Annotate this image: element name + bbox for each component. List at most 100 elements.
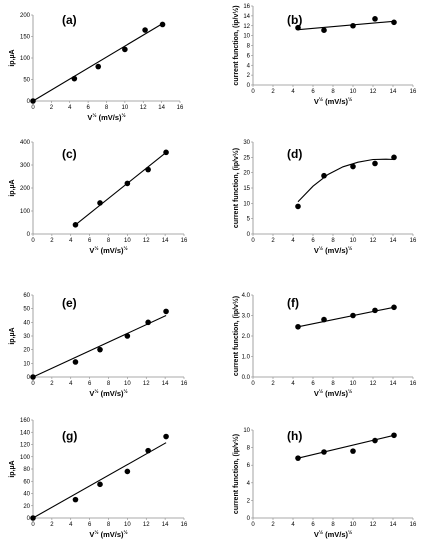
y-tick-label: 100 [20, 56, 31, 62]
x-axis-title: V½ (mV/s)½ [314, 529, 352, 539]
panel-e: 0 2 4 6 8 10 12 14 16 0 10 20 30 40 50 60 V½ (mV/s)½ ip,µ… [9, 293, 188, 398]
x-tick-label: 16 [410, 89, 417, 95]
data-point [372, 16, 378, 22]
x-tick-label: 0 [31, 105, 35, 111]
data-point [391, 19, 397, 26]
data-point [145, 447, 151, 454]
y-tick-label: 25 [243, 155, 250, 161]
x-tick-label: 8 [105, 105, 109, 111]
y-tick-label: 0 [247, 232, 251, 238]
y-tick-label: 4.0 [242, 293, 251, 299]
x-tick-label: 14 [162, 238, 169, 244]
data-point [391, 304, 397, 311]
trend-line [75, 151, 167, 226]
data-point [372, 160, 378, 167]
x-tick-label: 6 [88, 522, 92, 528]
panel-c: 0 2 4 6 8 10 12 14 16 0 100 200 300 400 V½ (mV/s)½ ip,µ… [9, 140, 188, 255]
x-tick-label: 2 [271, 522, 275, 528]
y-tick-label: 2.0 [242, 334, 251, 340]
x-tick-label: 6 [88, 238, 92, 244]
trend-line [32, 315, 167, 378]
y-axis-title: current function, (ip/v½) [232, 148, 240, 228]
data-point [295, 323, 301, 330]
x-tick-label: 10 [350, 89, 357, 95]
x-tick-label: 6 [311, 238, 315, 244]
x-tick-label: 12 [143, 522, 150, 528]
x-tick-label: 0 [251, 238, 255, 244]
y-tick-label: 6 [247, 463, 251, 469]
y-tick-label: 50 [23, 307, 30, 313]
trend-line [32, 23, 163, 102]
x-tick-label: 2 [50, 105, 54, 111]
data-point [124, 468, 131, 475]
x-tick-label: 16 [410, 238, 417, 244]
data-point [295, 455, 301, 461]
x-tick-label: 0 [31, 238, 35, 244]
data-point [30, 374, 36, 380]
x-tick-label: 16 [177, 105, 184, 111]
data-point [391, 432, 397, 439]
data-point [145, 166, 151, 173]
x-axis-title: V½ (mV/s)½ [87, 112, 125, 122]
x-tick-label: 14 [390, 381, 397, 387]
x-tick-label: 2 [271, 381, 275, 387]
panel-f: 0 2 4 6 8 10 12 14 16 0.0 1.0 2.0 3.0 4.0 V½ (mV/s)½ cu… [232, 293, 417, 398]
x-tick-label: 8 [331, 522, 335, 528]
data-point [124, 180, 131, 187]
y-axis-title: ip,µA [9, 179, 16, 196]
data-point [30, 515, 36, 521]
x-tick-label: 8 [331, 381, 335, 387]
data-point [321, 27, 327, 33]
panel-b: 0 2 4 6 8 10 12 14 16 0 2 4 6 8 10 12 14 16 V½ (mV/s)½ curr… [232, 4, 417, 106]
x-tick-label: 4 [291, 522, 295, 528]
y-tick-label: 60 [23, 479, 30, 485]
data-point [122, 46, 128, 53]
y-tick-label: 0 [247, 516, 251, 522]
data-point [97, 200, 103, 206]
x-tick-label: 14 [390, 238, 397, 244]
data-point [163, 308, 169, 315]
x-tick-label: 12 [370, 522, 377, 528]
y-axis-title: ip,µA [9, 49, 16, 66]
panel-label: (d) [287, 147, 302, 161]
data-point [97, 346, 103, 353]
y-tick-label: 100 [20, 209, 31, 215]
x-axis-title: V½ (mV/s)½ [314, 388, 352, 398]
data-point [321, 449, 327, 455]
y-tick-label: 200 [20, 13, 31, 19]
data-point [350, 312, 356, 319]
y-tick-label: 20 [23, 348, 30, 354]
x-tick-label: 2 [50, 522, 54, 528]
y-tick-label: 140 [20, 430, 31, 436]
data-point [163, 149, 169, 156]
y-axis-title: current function, (ip/v½) [232, 296, 240, 376]
x-tick-label: 14 [390, 522, 397, 528]
data-point [391, 154, 397, 161]
data-point [124, 333, 131, 339]
data-point [95, 63, 102, 70]
x-tick-label: 10 [124, 238, 131, 244]
x-tick-label: 10 [124, 381, 131, 387]
data-point [71, 75, 78, 82]
y-tick-label: 12 [243, 24, 250, 30]
data-point [350, 163, 356, 170]
y-tick-label: 16 [243, 4, 250, 10]
x-tick-label: 6 [311, 89, 315, 95]
y-tick-label: 200 [20, 186, 31, 192]
data-point [72, 496, 79, 503]
x-tick-label: 6 [88, 381, 92, 387]
y-tick-label: 300 [20, 163, 31, 169]
x-tick-label: 14 [162, 381, 169, 387]
x-tick-label: 16 [410, 522, 417, 528]
y-tick-label: 40 [23, 320, 30, 326]
x-tick-label: 12 [143, 381, 150, 387]
x-tick-label: 4 [291, 381, 295, 387]
x-tick-label: 12 [370, 381, 377, 387]
y-tick-label: 4 [247, 481, 251, 487]
y-tick-label: 80 [23, 467, 30, 473]
x-tick-label: 6 [86, 105, 90, 111]
x-tick-label: 16 [181, 381, 188, 387]
x-tick-label: 8 [331, 238, 335, 244]
